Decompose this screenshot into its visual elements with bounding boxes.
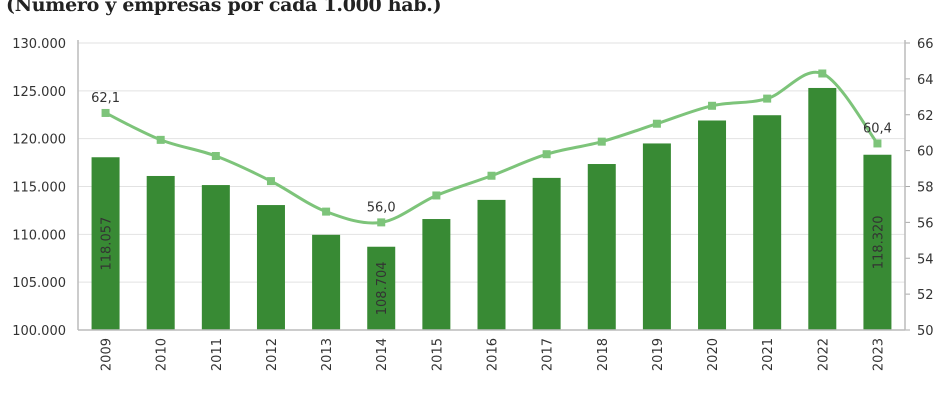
line-marker [873, 139, 882, 148]
bar [477, 199, 506, 330]
y-left-tick-label: 125.000 [12, 85, 66, 100]
line-data-label: 62,1 [91, 91, 120, 106]
line-marker [156, 135, 165, 144]
bar [201, 185, 230, 330]
bar [698, 120, 727, 331]
y-right-tick-label: 60 [917, 145, 934, 160]
line-marker [542, 150, 551, 159]
bar [312, 234, 341, 330]
x-tick-label: 2015 [430, 338, 445, 371]
bar-data-label: 118.320 [871, 215, 886, 269]
bar [91, 157, 120, 330]
x-tick-label: 2013 [320, 338, 335, 371]
bar [367, 246, 396, 330]
line-marker [652, 119, 661, 128]
line-marker [487, 171, 496, 180]
bar-data-label: 118.057 [100, 217, 115, 271]
x-tick-label: 2011 [210, 338, 225, 371]
line-marker [101, 108, 110, 117]
y-right-tick-label: 66 [917, 37, 934, 52]
x-tick-label: 2016 [486, 338, 501, 371]
bar [808, 87, 837, 330]
line-marker [763, 94, 772, 103]
bar-data-label: 108.704 [375, 261, 390, 315]
x-tick-label: 2022 [816, 338, 831, 371]
x-tick-label: 2018 [596, 338, 611, 371]
y-left-tick-label: 115.000 [12, 181, 66, 196]
y-right-tick-label: 50 [917, 324, 934, 339]
line-marker [322, 207, 331, 216]
line-marker [708, 101, 717, 110]
y-right-tick-label: 58 [917, 181, 934, 196]
bar [532, 177, 561, 330]
x-tick-label: 2012 [265, 338, 280, 371]
bar [256, 205, 285, 330]
y-right-tick-label: 56 [917, 216, 934, 231]
line-marker [377, 218, 386, 227]
x-tick-label: 2014 [375, 338, 390, 371]
x-tick-label: 2019 [651, 338, 666, 371]
x-tick-label: 2023 [871, 338, 886, 371]
bar [422, 219, 451, 330]
bar [587, 164, 616, 330]
x-tick-label: 2017 [541, 338, 556, 371]
y-left-tick-label: 105.000 [12, 276, 66, 291]
bar [863, 154, 892, 330]
x-tick-label: 2010 [155, 338, 170, 371]
y-left-tick-label: 100.000 [12, 324, 66, 339]
chart-title: (Número y empresas por cada 1.000 hab.) [6, 0, 442, 16]
y-right-tick-label: 54 [917, 252, 934, 267]
line-marker [818, 69, 827, 78]
x-tick-label: 2021 [761, 338, 776, 371]
line-data-label: 56,0 [367, 200, 396, 215]
y-right-tick-label: 62 [917, 109, 934, 124]
x-tick-label: 2020 [706, 338, 721, 371]
y-left-tick-label: 110.000 [12, 228, 66, 243]
x-tick-label: 2009 [100, 338, 115, 371]
y-right-tick-label: 64 [917, 73, 934, 88]
y-right-tick-label: 52 [917, 288, 934, 303]
y-left-tick-label: 120.000 [12, 133, 66, 148]
bar [146, 175, 175, 330]
bar [753, 115, 782, 330]
line-marker [266, 177, 275, 186]
line-marker [597, 137, 606, 146]
line-data-label: 60,4 [863, 121, 892, 136]
y-left-tick-label: 130.000 [12, 37, 66, 52]
line-marker [432, 191, 441, 200]
line-marker [211, 152, 220, 161]
bar [642, 143, 671, 330]
